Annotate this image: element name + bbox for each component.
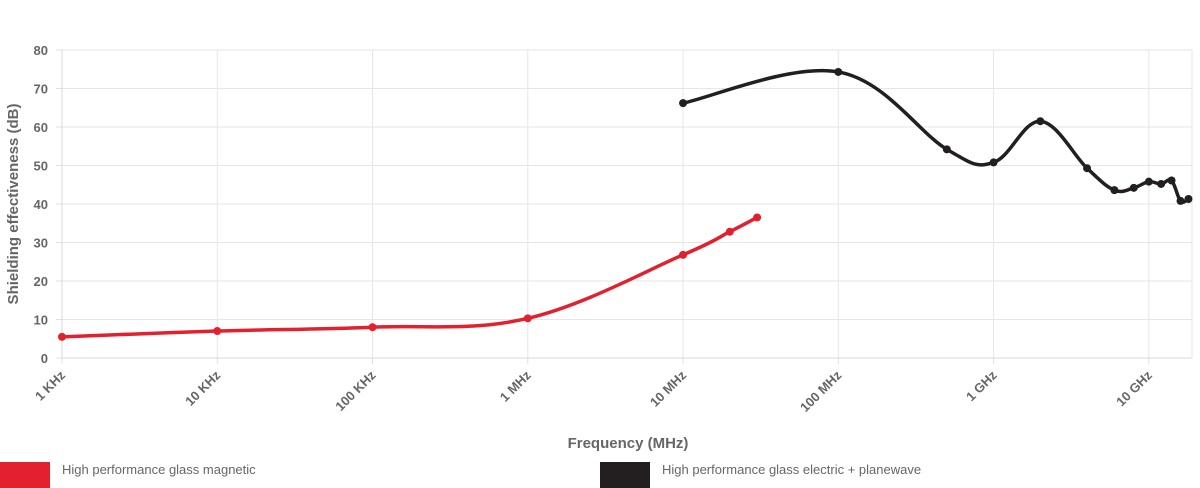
data-point[interactable] bbox=[1036, 117, 1045, 126]
data-point[interactable] bbox=[1167, 176, 1176, 185]
data-point[interactable] bbox=[989, 158, 998, 167]
x-tick-label: 10 KHz bbox=[182, 367, 224, 409]
series-line-0 bbox=[60, 215, 759, 339]
x-axis-label: Frequency (MHz) bbox=[568, 435, 689, 452]
data-point[interactable] bbox=[679, 250, 688, 259]
x-tick-label: 100 MHz bbox=[797, 367, 845, 415]
legend-item-electric-planewave[interactable]: High performance glass electric + planew… bbox=[600, 462, 921, 488]
series-line-1 bbox=[681, 68, 1191, 204]
data-point[interactable] bbox=[523, 314, 532, 323]
y-tick-label: 20 bbox=[34, 274, 48, 289]
legend-item-magnetic[interactable]: High performance glass magnetic bbox=[0, 462, 256, 488]
legend-swatch-magnetic bbox=[0, 462, 50, 488]
data-point[interactable] bbox=[1129, 183, 1138, 192]
y-tick-label: 40 bbox=[34, 197, 48, 212]
grid bbox=[61, 49, 1193, 359]
axes: 0 10 20 30 40 50 60 70 80 1 KHz 10 KHz 100 KHz 1 MHz… bbox=[32, 43, 1192, 415]
legend-label-electric-planewave: High performance glass electric + planew… bbox=[662, 462, 922, 477]
y-tick-label: 0 bbox=[41, 351, 48, 366]
y-tick-label: 70 bbox=[34, 82, 48, 97]
x-tick-label: 10 GHz bbox=[1113, 367, 1155, 409]
data-point[interactable] bbox=[1184, 195, 1193, 203]
legend-swatch-electric-planewave bbox=[600, 462, 650, 488]
data-point[interactable] bbox=[725, 227, 734, 236]
x-tick-label: 1 KHz bbox=[32, 367, 68, 403]
x-tick-label: 10 MHz bbox=[647, 367, 690, 410]
data-point[interactable] bbox=[753, 213, 762, 222]
x-tick-label: 100 KHz bbox=[332, 367, 379, 414]
legend-label-magnetic: High performance glass magnetic bbox=[62, 462, 256, 477]
data-point[interactable] bbox=[834, 67, 843, 76]
data-point[interactable] bbox=[1110, 186, 1119, 195]
y-tick-label: 60 bbox=[34, 120, 48, 135]
data-point[interactable] bbox=[942, 145, 951, 154]
data-point[interactable] bbox=[1083, 164, 1092, 173]
series-layer bbox=[58, 67, 1193, 341]
y-tick-label: 30 bbox=[34, 236, 48, 251]
data-point[interactable] bbox=[679, 99, 688, 108]
x-tick-label: 1 MHz bbox=[497, 367, 535, 405]
x-tick-label: 1 GHz bbox=[963, 367, 1000, 404]
y-tick-label: 10 bbox=[34, 313, 48, 328]
y-tick-label: 80 bbox=[34, 43, 48, 58]
y-tick-label: 50 bbox=[34, 159, 48, 174]
data-point[interactable] bbox=[1157, 179, 1166, 188]
data-point[interactable] bbox=[1176, 196, 1185, 205]
data-point[interactable] bbox=[213, 327, 222, 336]
y-axis-label: Shielding effectiveness (dB) bbox=[5, 104, 22, 305]
data-point[interactable] bbox=[368, 323, 377, 332]
data-point[interactable] bbox=[1144, 177, 1153, 186]
data-point[interactable] bbox=[58, 332, 66, 341]
